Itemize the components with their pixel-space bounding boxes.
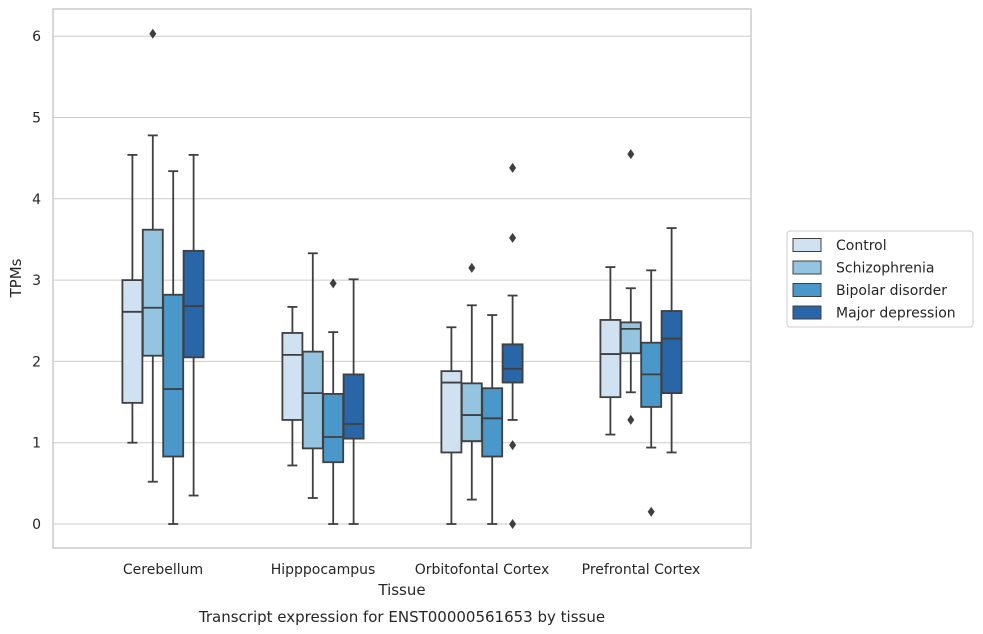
legend-label: Major depression (836, 306, 956, 322)
box-bipolar-disorder (322, 278, 345, 525)
box-control (440, 326, 463, 525)
iqr-box (182, 249, 205, 359)
iqr-box (619, 321, 642, 355)
legend-swatch (792, 238, 822, 252)
y-tick-label: 4 (32, 192, 41, 208)
legend-swatch (792, 305, 822, 320)
iqr-box (460, 382, 483, 442)
iqr-box (599, 319, 622, 399)
x-tick-label: Prefrontal Cortex (582, 562, 701, 578)
iqr-box (501, 343, 524, 384)
outlier-point (468, 262, 476, 273)
y-tick-label: 3 (32, 273, 41, 289)
outlier-point (509, 232, 517, 243)
legend-label: Schizophrenia (836, 261, 934, 277)
iqr-box (342, 373, 365, 440)
box-schizophrenia (141, 28, 164, 483)
y-ticks: 0 1 2 3 4 5 6 (32, 29, 41, 533)
legend-label: Control (836, 238, 887, 254)
x-tick-label: Cerebellum (123, 562, 203, 578)
legend: Control Schizophrenia Bipolar disorder Majo… (786, 230, 974, 328)
box-schizophrenia (460, 262, 483, 501)
box-major-depression (501, 162, 524, 529)
iqr-box (281, 332, 304, 421)
y-tick-label: 0 (32, 517, 41, 533)
y-tick-label: 1 (32, 436, 41, 452)
outlier-point (149, 28, 157, 39)
x-tick-label: Hipppocampus (271, 562, 376, 578)
box-control (281, 306, 304, 467)
iqr-box (141, 228, 164, 357)
x-ticks: Cerebellum Hipppocampus Orbitofontal Corte… (123, 562, 700, 578)
outlier-point (627, 414, 635, 425)
box-major-depression (182, 153, 205, 497)
box-control (599, 266, 622, 436)
outlier-point (647, 506, 655, 517)
iqr-box (162, 293, 185, 458)
y-tick-label: 5 (32, 111, 41, 127)
outlier-point (509, 162, 517, 173)
x-tick-label: Orbitofontal Cortex (415, 562, 550, 578)
iqr-box (481, 387, 504, 458)
y-tick-label: 2 (32, 354, 41, 370)
iqr-box (660, 310, 683, 395)
y-tick-label: 6 (32, 29, 41, 45)
chart-caption: Transcript expression for ENST0000056165… (198, 608, 605, 626)
box-major-depression (342, 278, 365, 525)
y-axis-label: TPMs (7, 258, 25, 298)
plot-frame (52, 8, 752, 549)
outlier-point (329, 278, 337, 289)
outlier-point (509, 440, 517, 451)
box-major-depression (660, 227, 683, 454)
box-schizophrenia (619, 149, 642, 425)
x-axis-label: Tissue (377, 581, 425, 599)
box-bipolar-disorder (640, 269, 663, 517)
iqr-box (322, 393, 345, 464)
legend-swatch (792, 260, 822, 275)
box-control (121, 153, 144, 444)
outlier-point (509, 519, 517, 529)
iqr-box (121, 279, 144, 404)
box-bipolar-disorder (162, 170, 185, 525)
iqr-box (301, 350, 324, 450)
box-bipolar-disorder (481, 314, 504, 525)
boxes (121, 28, 683, 529)
legend-swatch (792, 283, 822, 297)
outlier-point (627, 149, 635, 160)
legend-frame (786, 230, 974, 328)
box-schizophrenia (301, 252, 324, 499)
legend-label: Bipolar disorder (836, 283, 947, 299)
